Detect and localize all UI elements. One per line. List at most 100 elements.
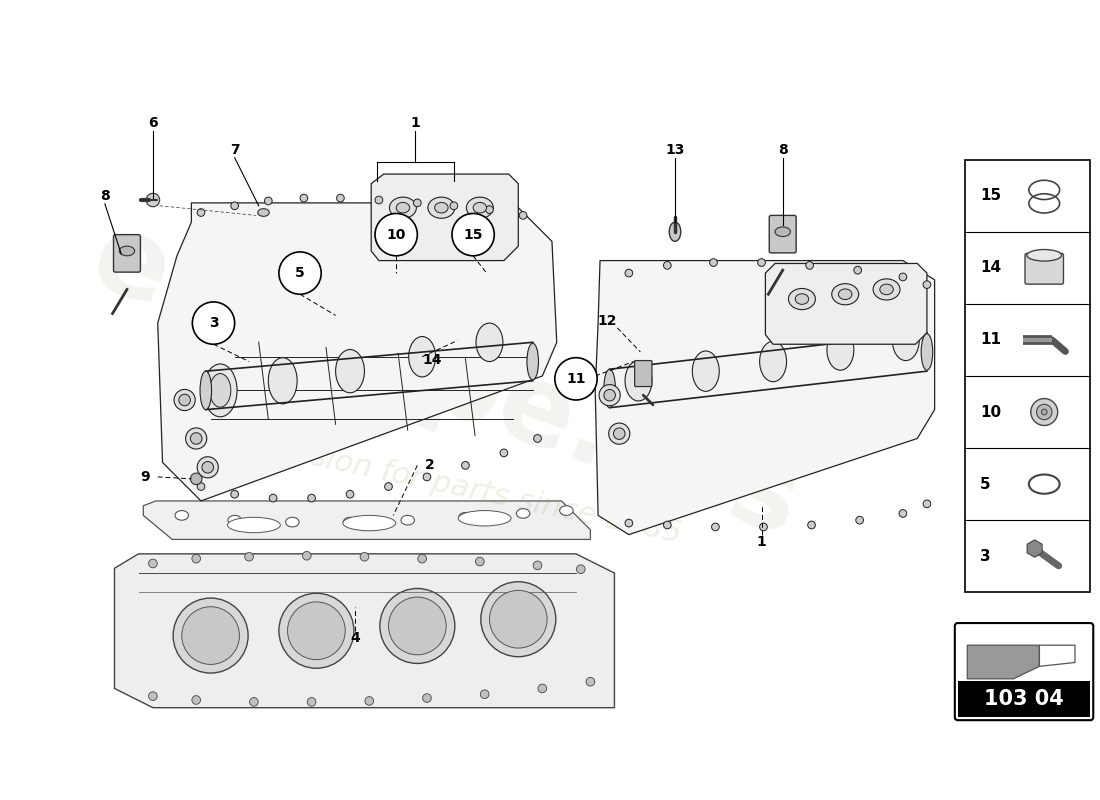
Polygon shape	[1027, 540, 1042, 558]
Ellipse shape	[119, 246, 134, 256]
Circle shape	[554, 358, 597, 400]
Ellipse shape	[807, 521, 815, 529]
Ellipse shape	[360, 552, 368, 561]
Ellipse shape	[625, 361, 652, 401]
Ellipse shape	[795, 294, 808, 304]
Ellipse shape	[424, 473, 431, 481]
Text: 14: 14	[980, 260, 1001, 275]
Ellipse shape	[758, 258, 766, 266]
Ellipse shape	[481, 582, 556, 657]
Ellipse shape	[899, 510, 906, 518]
Ellipse shape	[880, 284, 893, 294]
Ellipse shape	[538, 684, 547, 693]
Ellipse shape	[481, 690, 490, 698]
Text: 1: 1	[410, 116, 420, 130]
Text: 8: 8	[778, 143, 788, 157]
Ellipse shape	[414, 199, 421, 206]
Ellipse shape	[307, 698, 316, 706]
Text: 12: 12	[597, 314, 617, 328]
Ellipse shape	[175, 510, 188, 520]
Ellipse shape	[466, 197, 493, 218]
Ellipse shape	[197, 457, 218, 478]
Ellipse shape	[336, 350, 364, 393]
Ellipse shape	[527, 343, 539, 380]
Ellipse shape	[519, 211, 527, 219]
Ellipse shape	[308, 494, 316, 502]
Ellipse shape	[832, 284, 859, 305]
Ellipse shape	[516, 509, 530, 518]
Ellipse shape	[422, 694, 431, 702]
Ellipse shape	[365, 697, 374, 706]
Ellipse shape	[287, 602, 345, 660]
Ellipse shape	[402, 515, 415, 525]
Polygon shape	[766, 263, 927, 344]
Ellipse shape	[485, 206, 493, 214]
Text: 5: 5	[295, 266, 305, 280]
Ellipse shape	[173, 598, 249, 673]
Ellipse shape	[268, 358, 297, 404]
Ellipse shape	[760, 342, 786, 382]
Text: 15: 15	[980, 188, 1001, 203]
Ellipse shape	[228, 515, 241, 525]
Ellipse shape	[692, 351, 719, 391]
Ellipse shape	[337, 194, 344, 202]
Ellipse shape	[204, 364, 238, 417]
Polygon shape	[114, 554, 615, 708]
Ellipse shape	[146, 194, 160, 206]
Ellipse shape	[663, 262, 671, 270]
Ellipse shape	[375, 196, 383, 204]
Ellipse shape	[190, 433, 202, 444]
Ellipse shape	[200, 371, 211, 410]
Ellipse shape	[534, 561, 542, 570]
Ellipse shape	[231, 202, 239, 210]
Text: 7: 7	[230, 143, 240, 157]
Ellipse shape	[231, 490, 239, 498]
Ellipse shape	[534, 434, 541, 442]
Ellipse shape	[625, 270, 632, 277]
Ellipse shape	[379, 589, 454, 663]
Text: 10: 10	[980, 405, 1001, 419]
Ellipse shape	[409, 337, 436, 377]
Ellipse shape	[279, 594, 354, 668]
Ellipse shape	[473, 202, 486, 213]
Ellipse shape	[148, 692, 157, 701]
Text: 103 04: 103 04	[984, 689, 1064, 709]
Ellipse shape	[838, 289, 851, 299]
Ellipse shape	[1027, 250, 1062, 261]
Ellipse shape	[202, 462, 213, 473]
Ellipse shape	[264, 197, 272, 205]
Polygon shape	[967, 645, 1040, 679]
Ellipse shape	[806, 262, 814, 270]
Text: 3: 3	[980, 549, 990, 564]
Ellipse shape	[892, 320, 920, 361]
Ellipse shape	[228, 518, 280, 533]
FancyBboxPatch shape	[958, 681, 1090, 718]
Ellipse shape	[462, 462, 470, 470]
Polygon shape	[157, 203, 557, 501]
Ellipse shape	[899, 273, 906, 281]
Polygon shape	[595, 261, 935, 534]
Ellipse shape	[923, 281, 931, 289]
Text: 14: 14	[422, 353, 441, 366]
Circle shape	[452, 214, 494, 256]
Text: 1: 1	[757, 535, 767, 550]
Ellipse shape	[669, 222, 681, 242]
Ellipse shape	[921, 334, 933, 370]
Ellipse shape	[210, 374, 231, 407]
Ellipse shape	[1036, 404, 1052, 420]
Ellipse shape	[856, 516, 864, 524]
FancyBboxPatch shape	[769, 215, 796, 253]
Ellipse shape	[190, 473, 202, 485]
Ellipse shape	[923, 500, 931, 508]
Ellipse shape	[712, 523, 719, 530]
Ellipse shape	[776, 227, 791, 237]
Ellipse shape	[174, 390, 195, 410]
Ellipse shape	[179, 394, 190, 406]
Circle shape	[279, 252, 321, 294]
Text: 15: 15	[463, 228, 483, 242]
Polygon shape	[143, 501, 591, 539]
Ellipse shape	[182, 606, 240, 665]
Ellipse shape	[476, 323, 503, 362]
Ellipse shape	[459, 510, 512, 526]
Ellipse shape	[418, 554, 427, 563]
